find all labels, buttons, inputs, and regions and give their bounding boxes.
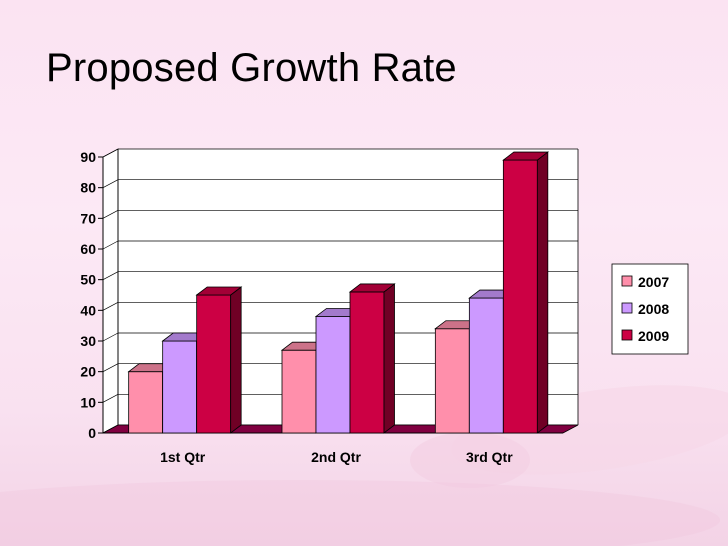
gridline-depth [102, 240, 119, 250]
y-tick-label: 60 [80, 241, 96, 257]
gridline-depth [102, 148, 119, 158]
plot-side-wall [102, 148, 119, 434]
legend-label-2009: 2009 [638, 328, 669, 344]
y-tick-label: 40 [80, 302, 96, 318]
gridline-depth [102, 302, 119, 311]
bar-2009-0 [196, 294, 232, 434]
bar-2009-2 [502, 159, 538, 434]
gridline-depth [102, 363, 119, 372]
background-scatter [0, 480, 720, 546]
y-tick-label: 10 [80, 394, 96, 410]
y-tick-label: 20 [80, 364, 96, 380]
y-tick-label: 50 [80, 272, 96, 288]
legend-label-2008: 2008 [638, 301, 669, 317]
y-tick-label: 70 [80, 210, 96, 226]
gridline-depth [102, 210, 119, 219]
y-tick-label: 90 [80, 149, 96, 165]
bar-2007-1 [281, 349, 317, 434]
gridline-depth [102, 332, 119, 342]
gridline-depth [102, 179, 119, 188]
bar-2007-0 [128, 371, 164, 434]
bar-2008-2 [468, 297, 504, 434]
x-tick-label: 3rd Qtr [466, 449, 513, 465]
bar-side-2009-1 [383, 283, 395, 434]
bar-side-2009-0 [230, 286, 242, 434]
bar-top-2009-0 [195, 286, 243, 296]
gridline-depth [102, 271, 119, 280]
gridline-depth [102, 394, 119, 403]
legend-swatch-2008 [621, 302, 633, 314]
legend-label-2007: 2007 [638, 274, 669, 290]
bar-2007-2 [434, 328, 470, 434]
y-tick-label: 80 [80, 180, 96, 196]
legend-swatch-2009 [621, 329, 633, 341]
x-tick-label: 1st Qtr [160, 449, 206, 465]
bar-2008-0 [162, 340, 198, 434]
bar-top-2009-2 [502, 151, 550, 161]
x-tick-label: 2nd Qtr [311, 449, 361, 465]
bar-2009-1 [349, 291, 385, 434]
y-tick-label: 0 [88, 425, 96, 441]
bar-2008-1 [315, 316, 351, 434]
slide-title: Proposed Growth Rate [46, 46, 457, 90]
bar-top-2009-1 [348, 283, 396, 293]
y-tick-label: 30 [80, 333, 96, 349]
bar-side-2009-2 [536, 151, 549, 434]
background-pill [410, 432, 530, 488]
legend-swatch-2007 [621, 275, 633, 287]
